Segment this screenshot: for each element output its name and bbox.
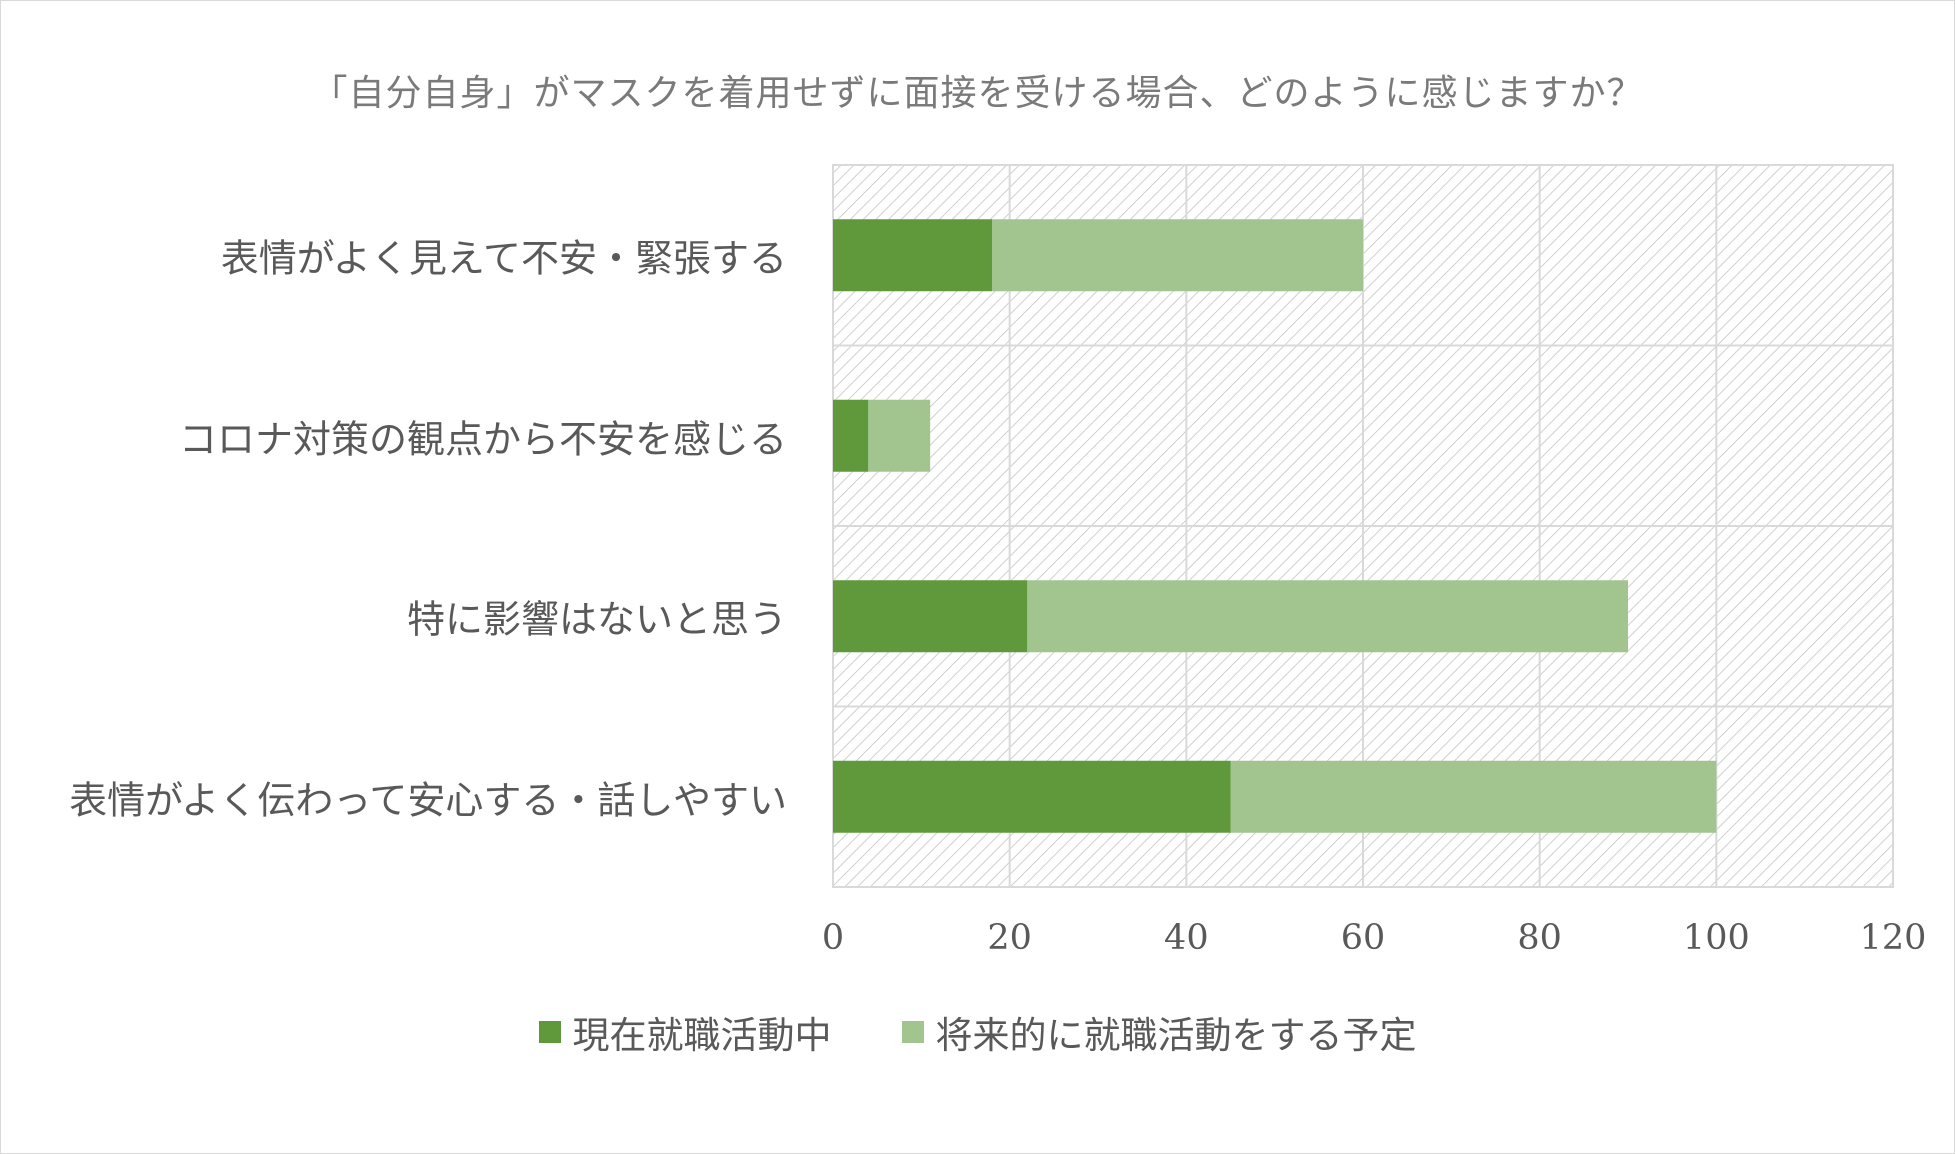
bar-series2-cat3 bbox=[1027, 580, 1628, 653]
bar-series bbox=[833, 219, 1717, 833]
legend-label-2: 将来的に就職活動をする予定 bbox=[935, 1014, 1417, 1057]
bar-series1-cat4 bbox=[833, 760, 1231, 833]
bar-series1-cat2 bbox=[833, 399, 869, 472]
legend-swatch-1 bbox=[538, 1021, 561, 1043]
legend-item-2: 将来的に就職活動をする予定 bbox=[901, 1005, 1417, 1059]
x-tick-label-1: 20 bbox=[987, 918, 1032, 958]
chart-title: 「自分自身」がマスクを着用せずに面接を受ける場合、どのように感じますか？ bbox=[311, 73, 1644, 114]
legend-swatch-2 bbox=[901, 1021, 924, 1043]
legend-label-1: 現在就職活動中 bbox=[572, 1014, 832, 1057]
bar-series2-cat2 bbox=[868, 399, 931, 472]
x-tick-label-5: 100 bbox=[1682, 918, 1750, 958]
category-label-4: 表情がよく伝わって安心する・話しやすい bbox=[69, 778, 787, 823]
bar-series2-cat4 bbox=[1230, 760, 1717, 833]
category-label-2: コロナ対策の観点から不安を感じる bbox=[178, 417, 787, 462]
x-tick-label-6: 120 bbox=[1859, 918, 1927, 958]
bar-series1-cat3 bbox=[833, 580, 1028, 653]
bar-series2-cat1 bbox=[992, 219, 1363, 292]
x-tick-label-0: 0 bbox=[821, 918, 845, 958]
x-tick-label-2: 40 bbox=[1164, 918, 1209, 958]
x-tick-label-4: 80 bbox=[1517, 918, 1562, 958]
category-label-3: 特に影響はないと思う bbox=[406, 597, 787, 642]
legend: 現在就職活動中 将来的に就職活動をする予定 bbox=[0, 1005, 1955, 1059]
legend-item-1: 現在就職活動中 bbox=[538, 1005, 832, 1059]
x-tick-label-3: 60 bbox=[1340, 918, 1386, 958]
category-label-1: 表情がよく見えて不安・緊張する bbox=[220, 236, 787, 281]
bar-series1-cat1 bbox=[833, 219, 992, 292]
